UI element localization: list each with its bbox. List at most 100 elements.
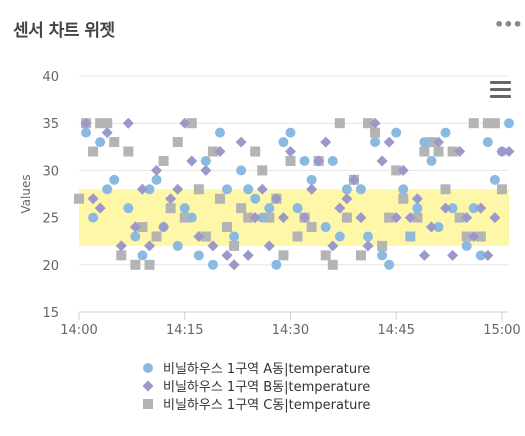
data-point-square <box>200 231 211 242</box>
data-point-square <box>426 137 437 148</box>
data-point-circle <box>264 203 275 214</box>
data-point-square <box>186 118 197 129</box>
data-point-circle <box>271 259 282 270</box>
data-point-diamond <box>235 136 247 148</box>
data-point-circle <box>285 127 296 138</box>
data-point-circle <box>363 231 374 242</box>
data-point-diamond <box>129 221 141 233</box>
legend-item[interactable]: 비닐하우스 1구역 C동|temperature <box>143 398 370 413</box>
data-point-square <box>292 231 303 242</box>
data-point-square <box>207 146 218 157</box>
data-point-diamond <box>489 212 501 224</box>
data-point-diamond <box>503 146 515 158</box>
data-point-circle <box>250 193 261 204</box>
data-point-circle <box>327 155 338 166</box>
chart-legend[interactable]: 비닐하우스 1구역 A동|temperature 비닐하우스 1구역 B동|tem… <box>142 362 371 413</box>
hamburger-icon-line-3 <box>490 95 511 98</box>
legend-label: 비닐하우스 1구역 A동|temperature <box>163 362 370 377</box>
data-point-circle <box>320 222 331 233</box>
data-point-diamond <box>440 202 452 214</box>
data-point-square <box>391 165 402 176</box>
data-point-circle <box>222 184 233 195</box>
data-point-circle <box>461 240 472 251</box>
data-point-square <box>320 250 331 261</box>
data-point-diamond <box>411 193 423 205</box>
data-point-diamond <box>221 249 233 261</box>
data-point-circle <box>109 174 120 185</box>
data-point-circle <box>179 203 190 214</box>
more-options-icon[interactable]: ••• <box>494 15 523 34</box>
data-point-square <box>285 155 296 166</box>
data-point-square <box>130 259 141 270</box>
hamburger-icon-line-1 <box>490 81 511 84</box>
data-point-circle <box>341 184 352 195</box>
x-tick-label: 14:45 <box>377 323 414 338</box>
data-point-diamond <box>383 136 395 148</box>
data-point-diamond <box>270 193 282 205</box>
data-point-square <box>475 231 486 242</box>
data-point-diamond <box>122 117 134 129</box>
data-point-square <box>109 137 120 148</box>
data-point-diamond <box>228 259 240 271</box>
data-point-square <box>496 184 507 195</box>
data-point-diamond <box>390 212 402 224</box>
data-point-square <box>222 222 233 233</box>
data-point-circle <box>172 240 183 251</box>
y-tick-label: 25 <box>42 212 59 227</box>
data-point-circle <box>207 259 218 270</box>
data-point-circle <box>299 155 310 166</box>
y-axis: 15 20 25 30 35 40 Values <box>19 70 59 321</box>
data-point-square <box>468 118 479 129</box>
y-tick-label: 15 <box>42 306 59 321</box>
data-point-circle <box>243 184 254 195</box>
data-point-circle <box>398 184 409 195</box>
y-tick-label: 30 <box>42 164 59 179</box>
data-point-diamond <box>299 212 311 224</box>
data-point-circle <box>278 137 289 148</box>
data-point-circle <box>151 174 162 185</box>
data-point-diamond <box>482 249 494 261</box>
data-point-diamond <box>277 212 289 224</box>
data-point-circle <box>81 127 92 138</box>
data-point-diamond <box>80 117 92 129</box>
data-point-square <box>179 212 190 223</box>
data-point-square <box>102 118 113 129</box>
data-point-square <box>334 118 345 129</box>
data-point-circle <box>334 231 345 242</box>
legend-item[interactable]: 비닐하우스 1구역 A동|temperature <box>143 362 370 377</box>
data-point-diamond <box>158 221 170 233</box>
data-point-square <box>384 212 395 223</box>
data-point-circle <box>482 137 493 148</box>
data-point-circle <box>200 155 211 166</box>
data-point-square <box>433 146 444 157</box>
data-point-square <box>158 155 169 166</box>
data-point-square <box>489 118 500 129</box>
x-tick-label: 15:00 <box>483 323 520 338</box>
data-point-diamond <box>341 193 353 205</box>
data-point-diamond <box>186 155 198 167</box>
data-point-square <box>398 193 409 204</box>
data-point-circle <box>102 184 113 195</box>
data-point-circle <box>504 118 514 129</box>
data-point-square <box>370 127 381 138</box>
data-point-diamond <box>327 240 339 252</box>
data-point-circle <box>426 155 437 166</box>
legend-item[interactable]: 비닐하우스 1구역 B동|temperature <box>142 380 371 395</box>
data-point-circle <box>123 203 134 214</box>
data-point-circle <box>292 203 303 214</box>
data-point-circle <box>306 174 317 185</box>
data-point-diamond <box>256 183 268 195</box>
legend-marker-circle <box>143 363 153 373</box>
data-point-diamond <box>115 240 127 252</box>
chart-menu-button[interactable] <box>484 76 514 102</box>
data-point-diamond <box>101 127 113 139</box>
data-point-square <box>447 146 458 157</box>
data-point-diamond <box>242 249 254 261</box>
data-point-square <box>95 118 106 129</box>
data-point-diamond <box>320 136 332 148</box>
data-point-square <box>419 146 430 157</box>
data-point-square <box>144 259 155 270</box>
data-point-square <box>377 240 388 251</box>
data-point-diamond <box>200 164 212 176</box>
data-point-circle <box>229 231 240 242</box>
